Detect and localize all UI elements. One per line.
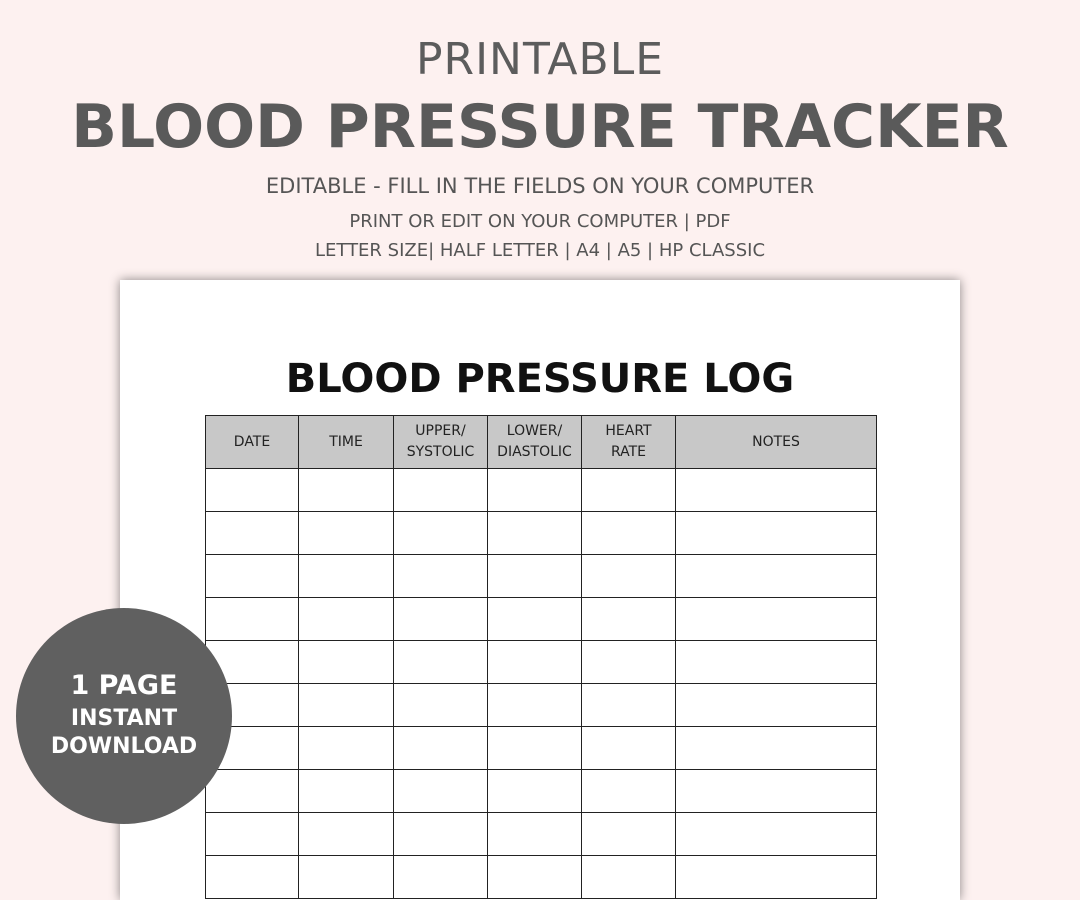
log-cell[interactable] <box>675 683 877 727</box>
column-header: HEART RATE <box>581 415 676 469</box>
info-line-2: LETTER SIZE| HALF LETTER | A4 | A5 | HP … <box>314 240 766 261</box>
log-cell[interactable] <box>298 640 394 684</box>
badge-line-1: 1 PAGE <box>70 670 178 701</box>
log-cell[interactable] <box>298 855 394 899</box>
log-cell[interactable] <box>581 554 676 598</box>
log-cell[interactable] <box>675 554 877 598</box>
table-row <box>205 511 877 555</box>
log-cell[interactable] <box>298 597 394 641</box>
log-cell[interactable] <box>675 640 877 684</box>
log-cell[interactable] <box>581 597 676 641</box>
table-row <box>205 812 877 856</box>
log-cell[interactable] <box>393 726 488 770</box>
column-header: NOTES <box>675 415 877 469</box>
column-header-text: HEART <box>605 423 652 439</box>
log-cell[interactable] <box>487 683 582 727</box>
log-cell[interactable] <box>298 726 394 770</box>
table-row <box>205 468 877 512</box>
log-cell[interactable] <box>581 855 676 899</box>
log-cell[interactable] <box>393 769 488 813</box>
log-cell[interactable] <box>487 812 582 856</box>
log-cell[interactable] <box>675 726 877 770</box>
log-title: BLOOD PRESSURE LOG <box>285 356 795 402</box>
log-cell[interactable] <box>393 554 488 598</box>
log-cell[interactable] <box>205 812 299 856</box>
log-cell[interactable] <box>205 855 299 899</box>
column-header-text: DIASTOLIC <box>497 444 572 460</box>
column-header: UPPER/SYSTOLIC <box>393 415 488 469</box>
instant-download-badge: 1 PAGE INSTANT DOWNLOAD <box>16 608 232 824</box>
table-row <box>205 726 877 770</box>
printable-label: PRINTABLE <box>415 34 665 85</box>
log-cell[interactable] <box>487 511 582 555</box>
log-cell[interactable] <box>393 468 488 512</box>
log-cell[interactable] <box>298 554 394 598</box>
log-cell[interactable] <box>581 468 676 512</box>
log-cell[interactable] <box>675 812 877 856</box>
column-header: TIME <box>298 415 394 469</box>
log-cell[interactable] <box>205 554 299 598</box>
column-header-text: SYSTOLIC <box>406 444 475 460</box>
log-cell[interactable] <box>393 683 488 727</box>
log-cell[interactable] <box>487 769 582 813</box>
badge-line-3: DOWNLOAD <box>50 734 198 759</box>
log-cell[interactable] <box>298 683 394 727</box>
log-cell[interactable] <box>487 726 582 770</box>
table-row <box>205 597 877 641</box>
log-cell[interactable] <box>581 511 676 555</box>
log-cell[interactable] <box>487 468 582 512</box>
column-header-text: UPPER/ <box>415 423 466 439</box>
table-row <box>205 683 877 727</box>
main-title: BLOOD PRESSURE TRACKER <box>71 92 1009 162</box>
log-cell[interactable] <box>393 597 488 641</box>
table-row <box>205 554 877 598</box>
table-row <box>205 640 877 684</box>
log-cell[interactable] <box>205 597 299 641</box>
column-header-text: DATE <box>233 433 271 450</box>
info-line-1: PRINT OR EDIT ON YOUR COMPUTER | PDF <box>349 211 731 232</box>
log-cell[interactable] <box>205 468 299 512</box>
column-header-text: LOWER/ <box>506 423 563 439</box>
log-cell[interactable] <box>675 769 877 813</box>
log-cell[interactable] <box>581 683 676 727</box>
log-cell[interactable] <box>487 554 582 598</box>
log-cell[interactable] <box>487 640 582 684</box>
column-header-text: RATE <box>610 444 647 460</box>
log-cell[interactable] <box>393 511 488 555</box>
badge-line-2: INSTANT <box>70 706 178 731</box>
column-header-text: NOTES <box>752 433 800 450</box>
log-cell[interactable] <box>675 468 877 512</box>
log-cell[interactable] <box>581 640 676 684</box>
log-cell[interactable] <box>581 726 676 770</box>
log-cell[interactable] <box>675 597 877 641</box>
log-cell[interactable] <box>298 511 394 555</box>
log-cell[interactable] <box>581 812 676 856</box>
table-row <box>205 855 877 899</box>
log-cell[interactable] <box>205 511 299 555</box>
column-header: LOWER/DIASTOLIC <box>487 415 582 469</box>
log-cell[interactable] <box>298 812 394 856</box>
log-cell[interactable] <box>393 812 488 856</box>
log-cell[interactable] <box>205 769 299 813</box>
log-cell[interactable] <box>298 468 394 512</box>
log-cell[interactable] <box>675 855 877 899</box>
log-cell[interactable] <box>393 855 488 899</box>
log-cell[interactable] <box>393 640 488 684</box>
column-header: DATE <box>205 415 299 469</box>
log-cell[interactable] <box>487 597 582 641</box>
log-cell[interactable] <box>298 769 394 813</box>
log-cell[interactable] <box>675 511 877 555</box>
log-cell[interactable] <box>581 769 676 813</box>
column-header-text: TIME <box>329 433 363 450</box>
log-table: DATE TIME UPPER/SYSTOLIC LOWER/DIASTOLIC HEA… <box>205 415 877 899</box>
subtitle: EDITABLE - FILL IN THE FIELDS ON YOUR CO… <box>265 174 815 198</box>
table-row <box>205 769 877 813</box>
log-cell[interactable] <box>487 855 582 899</box>
